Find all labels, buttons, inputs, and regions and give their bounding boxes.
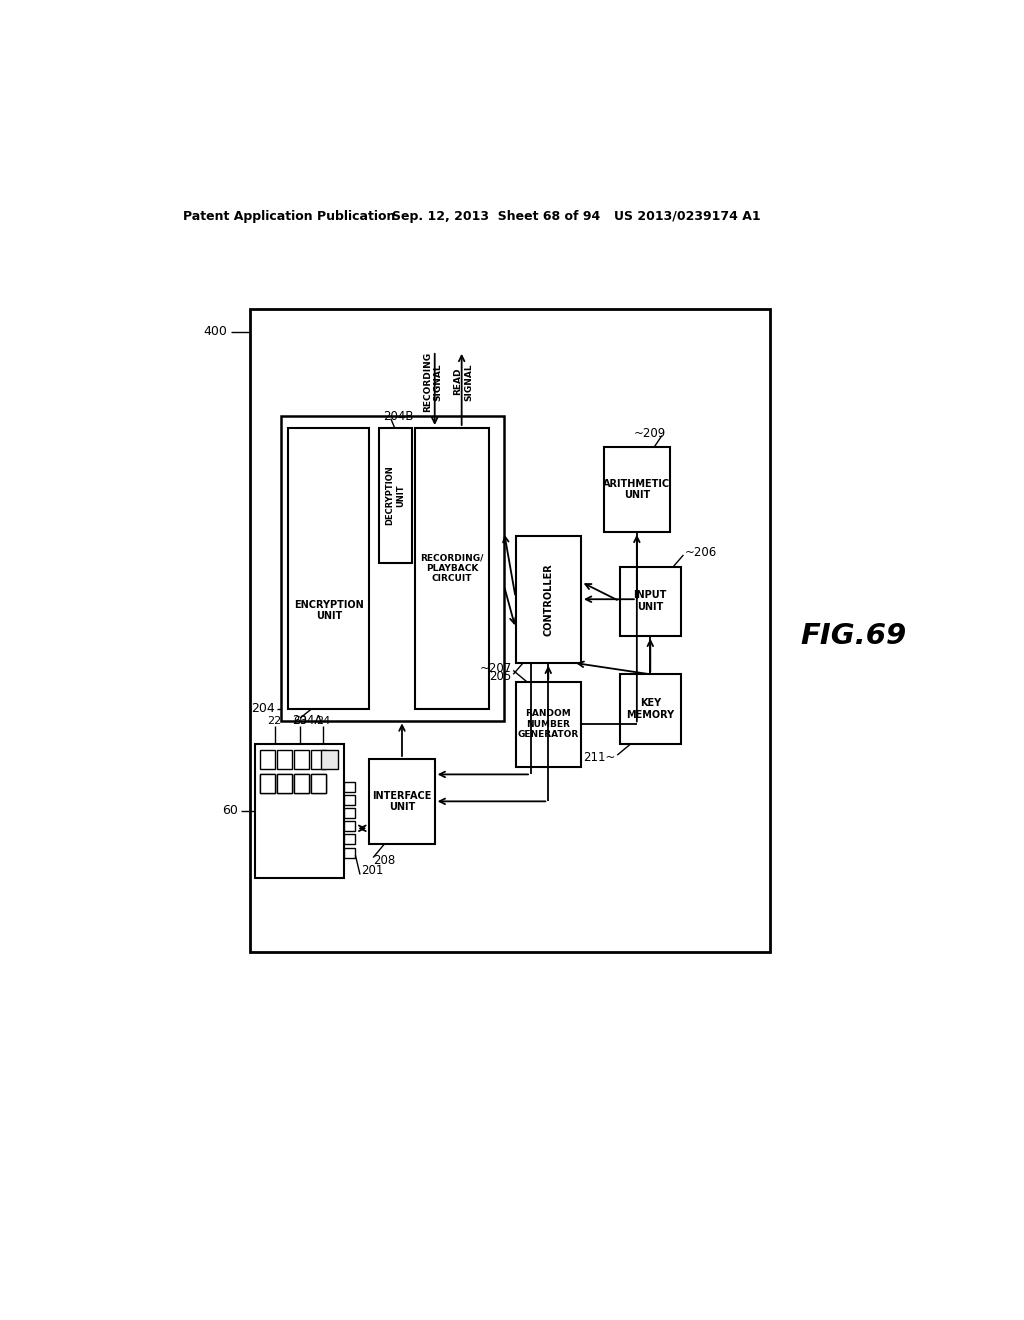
- Bar: [260, 750, 275, 770]
- Bar: [260, 774, 275, 793]
- Bar: [294, 750, 309, 770]
- Text: INPUT
UNIT: INPUT UNIT: [634, 590, 667, 612]
- Bar: [515, 536, 581, 663]
- Text: ~209: ~209: [634, 426, 666, 440]
- Text: 63: 63: [293, 715, 307, 726]
- Bar: [310, 774, 326, 793]
- Bar: [344, 821, 355, 832]
- Text: READ
SIGNAL: READ SIGNAL: [454, 363, 473, 400]
- Text: ~207: ~207: [479, 661, 512, 675]
- Bar: [321, 750, 338, 770]
- Bar: [294, 774, 309, 793]
- Bar: [620, 566, 681, 636]
- Text: RECORDING
SIGNAL: RECORDING SIGNAL: [424, 351, 442, 412]
- Bar: [276, 774, 292, 793]
- Text: RANDOM
NUMBER
GENERATOR: RANDOM NUMBER GENERATOR: [518, 709, 579, 739]
- Bar: [294, 774, 309, 793]
- Bar: [379, 428, 412, 562]
- Text: DECRYPTION
UNIT: DECRYPTION UNIT: [386, 466, 406, 525]
- Bar: [344, 808, 355, 818]
- Text: 60: 60: [222, 804, 239, 817]
- Text: 204: 204: [251, 702, 274, 715]
- Bar: [310, 774, 326, 793]
- Bar: [255, 743, 344, 878]
- Text: 205: 205: [489, 671, 512, 684]
- Bar: [344, 795, 355, 805]
- Text: 208: 208: [373, 854, 395, 867]
- Text: FIG.69: FIG.69: [801, 622, 906, 649]
- Text: ARITHMETIC
UNIT: ARITHMETIC UNIT: [603, 479, 671, 500]
- Text: 400: 400: [203, 325, 226, 338]
- Text: Sep. 12, 2013  Sheet 68 of 94: Sep. 12, 2013 Sheet 68 of 94: [392, 210, 601, 223]
- Bar: [620, 675, 681, 743]
- Bar: [281, 416, 504, 721]
- Bar: [416, 428, 488, 709]
- Bar: [344, 781, 355, 792]
- Bar: [344, 834, 355, 845]
- Text: 24: 24: [316, 715, 330, 726]
- Bar: [344, 847, 355, 858]
- Text: 204B: 204B: [383, 409, 414, 422]
- Text: ~206: ~206: [685, 546, 717, 560]
- Text: Patent Application Publication: Patent Application Publication: [183, 210, 395, 223]
- Bar: [260, 774, 275, 793]
- Bar: [515, 682, 581, 767]
- Bar: [604, 447, 670, 532]
- Text: RECORDING/
PLAYBACK
CIRCUIT: RECORDING/ PLAYBACK CIRCUIT: [420, 553, 483, 583]
- Text: 201: 201: [361, 865, 384, 878]
- Bar: [310, 750, 326, 770]
- Text: 211~: 211~: [584, 751, 615, 764]
- Text: INTERFACE
UNIT: INTERFACE UNIT: [373, 791, 432, 812]
- Bar: [276, 774, 292, 793]
- Bar: [276, 750, 292, 770]
- Text: KEY
MEMORY: KEY MEMORY: [627, 698, 675, 719]
- Text: US 2013/0239174 A1: US 2013/0239174 A1: [614, 210, 761, 223]
- Bar: [289, 428, 370, 709]
- Text: 204A: 204A: [292, 714, 323, 727]
- Text: CONTROLLER: CONTROLLER: [544, 562, 553, 636]
- Text: ENCRYPTION
UNIT: ENCRYPTION UNIT: [294, 599, 364, 622]
- Bar: [250, 309, 770, 952]
- Text: 22: 22: [267, 715, 282, 726]
- Bar: [370, 759, 435, 843]
